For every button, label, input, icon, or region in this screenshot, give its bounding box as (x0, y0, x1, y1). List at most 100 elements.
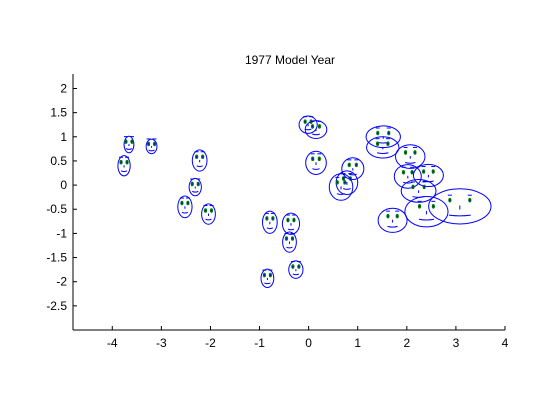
y-tick-label: 0.5 (50, 154, 67, 168)
face-pupil (432, 170, 435, 173)
chernoff-face (377, 207, 408, 233)
chernoff-face (366, 136, 400, 159)
x-tick-label: -2 (205, 336, 216, 350)
face-pupil (292, 265, 294, 268)
face-outline (400, 179, 437, 203)
face-pupil (272, 217, 274, 220)
face-mouth (205, 218, 212, 221)
face-pupil (287, 219, 289, 221)
face-pupil (387, 215, 389, 217)
face-mouth (312, 168, 320, 170)
face-outline (341, 157, 365, 181)
face-pupil (348, 164, 351, 166)
face-outline (261, 210, 278, 234)
chernoff-face (328, 173, 354, 201)
x-tick-label: 1 (354, 336, 361, 350)
face-pupil (469, 199, 471, 201)
face-pupil (125, 140, 127, 143)
chernoff-face (412, 163, 444, 188)
face-mouth (336, 193, 346, 195)
face-pupil (131, 140, 133, 143)
face-pupil (423, 186, 425, 188)
face-outline (328, 173, 354, 201)
face-pupil (336, 181, 339, 184)
face-mouth (292, 273, 300, 276)
face-mouth (404, 162, 416, 164)
face-outline (282, 231, 297, 253)
face-outline (404, 195, 449, 228)
face-outline (412, 163, 444, 188)
face-pupil (195, 155, 198, 158)
chernoff-face (304, 120, 328, 139)
face-outline (281, 212, 301, 235)
face-pupil (404, 151, 407, 154)
chernoff-face (404, 195, 449, 228)
y-tick-label: -1.5 (46, 251, 67, 265)
chernoff-face (288, 260, 304, 279)
face-pupil (187, 202, 189, 204)
chernoff-face (188, 177, 202, 197)
face-outline (304, 120, 328, 139)
chernoff-face (177, 195, 193, 219)
face-pupil (355, 164, 358, 166)
face-pupil (291, 237, 294, 240)
face-pupil (411, 171, 413, 174)
face-outline (305, 150, 327, 175)
chernoff-face (145, 138, 158, 155)
face-mouth (448, 214, 471, 217)
face-outline (393, 164, 422, 189)
face-mouth (120, 170, 128, 173)
face-mouth (312, 133, 320, 136)
face-pupil (201, 155, 204, 158)
face-mouth (181, 211, 189, 214)
face-pupil (298, 265, 300, 268)
face-mouth (286, 246, 293, 249)
face-pupil (412, 186, 414, 188)
chernoff-face (282, 231, 297, 253)
face-pupil (387, 132, 390, 134)
face-mouth (266, 227, 274, 230)
face-pupil (304, 120, 306, 123)
face-mouth (196, 165, 203, 168)
x-tick-label: 2 (403, 336, 410, 350)
face-mouth (125, 148, 133, 150)
face-pupil (376, 132, 379, 134)
face-pupil (396, 215, 399, 217)
face-pupil (120, 161, 122, 164)
face-pupil (449, 199, 451, 201)
face-pupil (147, 143, 150, 145)
chernoff-face (201, 203, 216, 225)
face-outline (366, 136, 400, 159)
face-pupil (269, 274, 272, 276)
face-pupil (344, 181, 346, 184)
face-mouth (387, 225, 398, 228)
face-mouth (148, 149, 155, 152)
face-outline (428, 188, 492, 225)
face-pupil (318, 125, 321, 128)
face-mouth (348, 173, 357, 176)
face-pupil (153, 143, 156, 145)
face-mouth (418, 218, 435, 221)
x-tick-label: 3 (453, 336, 460, 350)
chernoff-face (341, 157, 365, 181)
face-pupil (191, 183, 194, 185)
chernoff-face (123, 135, 135, 154)
face-mouth (287, 228, 295, 231)
face-pupil (293, 219, 295, 221)
x-tick-label: 4 (502, 336, 509, 350)
face-outline (377, 207, 408, 233)
x-tick-label: -4 (107, 336, 118, 350)
face-mouth (376, 152, 389, 154)
face-outline (117, 155, 131, 177)
face-pupil (311, 158, 314, 160)
x-tick-label: 0 (305, 336, 312, 350)
y-tick-label: 1 (60, 130, 67, 144)
face-pupil (342, 177, 345, 180)
y-tick-label: 1.5 (50, 106, 67, 120)
y-tick-label: -2 (56, 275, 67, 289)
face-outline (188, 177, 202, 197)
face-outline (145, 138, 158, 155)
face-pupil (422, 170, 425, 173)
face-pupil (204, 209, 207, 212)
